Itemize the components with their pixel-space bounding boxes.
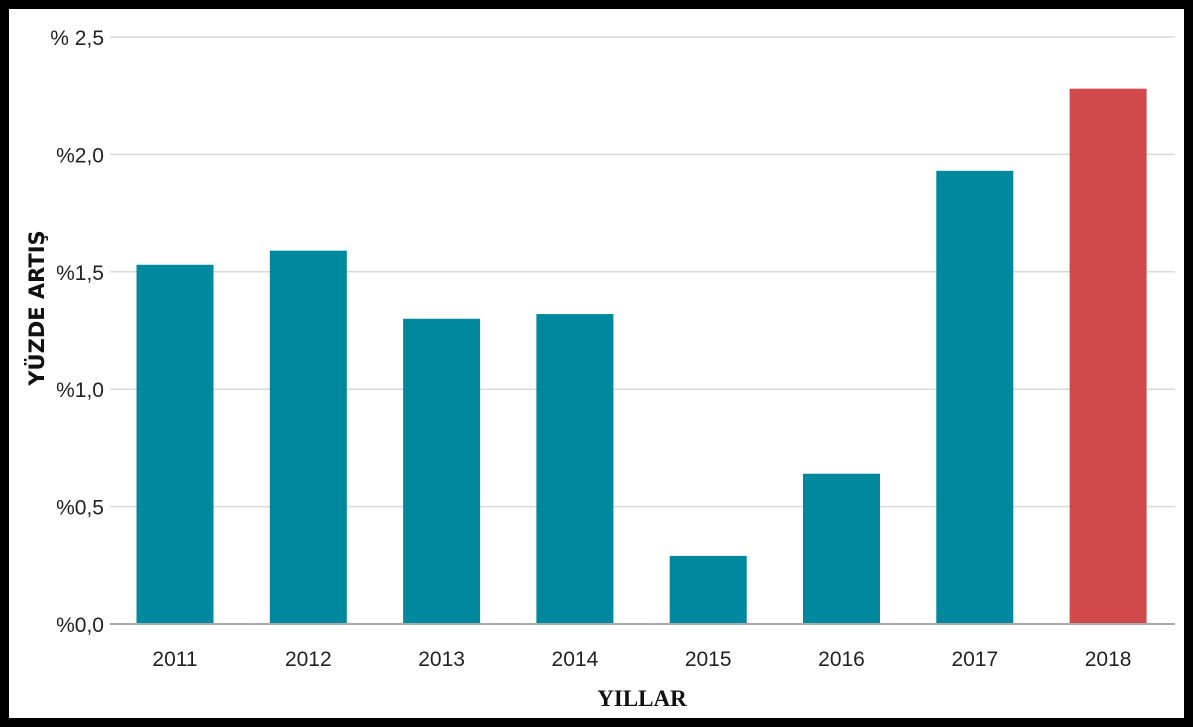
y-tick-label: %1,0: [56, 379, 104, 402]
x-tick-label-2015: 2015: [685, 648, 732, 671]
x-tick-label-2017: 2017: [951, 648, 998, 671]
x-axis-ticks: 2011 2012 2013 2014 2015 2016 2017 2018: [152, 648, 1131, 671]
y-tick-label: %0,5: [56, 497, 104, 520]
x-tick-label-2016: 2016: [818, 648, 865, 671]
x-axis-title: YILLAR: [597, 686, 687, 711]
bar-2014: [536, 314, 614, 624]
bar-2012: [269, 250, 347, 624]
bar-2015: [669, 555, 747, 624]
y-tick-label: %1,5: [56, 262, 104, 285]
x-tick-label-2018: 2018: [1085, 648, 1132, 671]
y-tick-label: %0,0: [56, 614, 104, 637]
x-tick-label-2011: 2011: [152, 648, 197, 671]
bar-2016: [803, 473, 880, 624]
bar-2017: [936, 170, 1014, 624]
bar-2011: [136, 264, 214, 624]
x-tick-label-2014: 2014: [552, 648, 599, 671]
bar-2018: [1069, 88, 1147, 624]
bars: [136, 88, 1147, 624]
y-axis-title: YÜZDE ARTIŞ: [24, 230, 49, 386]
gridlines: [110, 36, 1175, 508]
y-axis-ticks: %0,0 %0,5 %1,0 %1,5 %2,0 % 2,5: [50, 27, 104, 637]
bar-2013: [403, 318, 481, 624]
y-tick-label: % 2,5: [50, 27, 104, 50]
x-tick-label-2012: 2012: [285, 648, 332, 671]
y-tick-label: %2,0: [56, 144, 104, 167]
x-tick-label-2013: 2013: [418, 648, 465, 671]
